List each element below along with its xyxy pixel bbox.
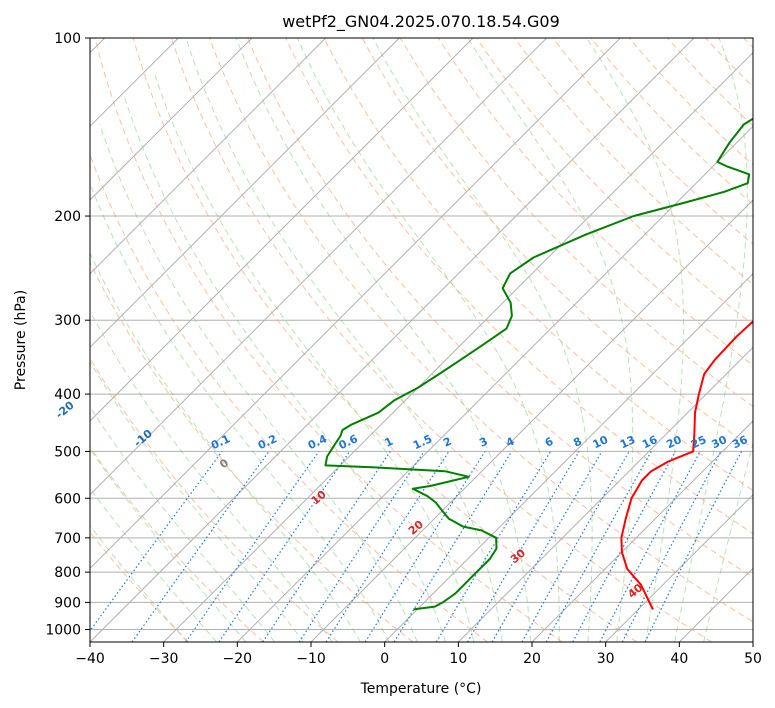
- dry-adiabat-line: [90, 153, 488, 642]
- plot-frame: [89, 37, 754, 643]
- mixing-ratio-label: 10: [591, 433, 611, 451]
- dry-adiabat-line: [170, 38, 712, 642]
- mixing-ratio-line: [185, 451, 320, 642]
- mixing-ratio-line: [393, 451, 513, 642]
- mixing-ratio-line: [621, 451, 722, 642]
- dry-adiabat-line: [90, 446, 264, 642]
- profile-line: [324, 117, 753, 611]
- mixing-ratio-line: [644, 451, 743, 642]
- profile-series: [324, 117, 753, 611]
- x-tick-label: 40: [670, 651, 688, 667]
- chart-title: wetPf2_GN04.2025.070.18.54.G09: [282, 12, 560, 32]
- x-tick-label: 50: [744, 651, 762, 667]
- x-tick-label: −30: [149, 651, 179, 667]
- dry-adiabat-line: [476, 38, 753, 326]
- y-axis-label: Pressure (hPa): [13, 290, 29, 390]
- isotherm-line: [90, 38, 621, 570]
- x-axis-label: Temperature (°C): [360, 681, 482, 697]
- isotherm-line: [90, 38, 253, 201]
- dry-adiabat-line: [285, 38, 753, 535]
- dry-adiabat-line: [628, 38, 753, 166]
- isotherm-line: [457, 346, 753, 642]
- mixing-ratio-line: [572, 451, 677, 642]
- isotherm-line: [236, 125, 753, 642]
- mixing-ratio-line: [131, 451, 270, 642]
- isotherm-line: [531, 420, 753, 642]
- moist-adiabat-line: [90, 310, 333, 642]
- moist-adiabat-line: [586, 38, 684, 642]
- isotherm-line: [163, 51, 753, 642]
- y-tick-label: 900: [54, 595, 81, 611]
- mixing-ratio-lines: [90, 451, 743, 642]
- isotherm-line: [384, 272, 753, 642]
- dry-adiabat-line: [590, 38, 753, 206]
- isotherm-line: [90, 38, 474, 422]
- mixing-ratio-line: [545, 451, 652, 642]
- moist-adiabat-line: [674, 38, 748, 642]
- y-tick-label: 1000: [45, 622, 81, 638]
- y-tick-label: 100: [54, 31, 81, 47]
- moist-adiabat-line: [99, 124, 418, 642]
- mixing-ratio-line: [325, 451, 450, 642]
- y-tick-label: 500: [54, 444, 81, 460]
- x-tick-label: −40: [75, 651, 105, 667]
- moist-adiabat-line: [123, 95, 447, 642]
- dry-adiabat-line: [437, 38, 753, 366]
- y-tick-label: 300: [54, 313, 81, 329]
- moist-adiabat-line: [90, 360, 304, 642]
- mixing-ratio-label: 13: [618, 433, 637, 451]
- x-axis-ticks: −40 −30 −20 −10 0 10 20 30 40 50: [75, 642, 762, 667]
- moist-adiabat-line: [372, 38, 593, 642]
- dry-adiabat-line: [361, 38, 753, 449]
- isotherm-line: [310, 199, 753, 642]
- moist-adiabat-line: [154, 73, 475, 642]
- dry-adiabat-line: [94, 38, 563, 642]
- profile-line: [620, 320, 753, 610]
- moist-adiabat-line: [703, 440, 753, 642]
- moist-adiabat-line: [185, 38, 503, 642]
- mixing-ratio-line: [521, 451, 630, 642]
- dry-adiabat-line: [90, 261, 414, 642]
- isotherm-line: [90, 38, 548, 496]
- y-tick-label: 700: [54, 531, 81, 547]
- moist-adiabat-line: [90, 182, 390, 642]
- moist-adiabat-line: [90, 448, 247, 642]
- x-tick-label: 10: [449, 651, 467, 667]
- mixing-ratio-line: [90, 451, 223, 632]
- skewed-isotherms: [90, 38, 753, 642]
- x-tick-label: 30: [597, 651, 615, 667]
- x-tick-label: −20: [223, 651, 253, 667]
- mixing-ratio-line: [262, 451, 391, 642]
- dry-adiabat-line: [552, 38, 753, 245]
- mixing-ratio-label: 16: [640, 433, 660, 451]
- x-tick-label: −10: [296, 651, 326, 667]
- isobar-grid: [90, 38, 753, 630]
- mixing-ratio-label: 36: [730, 433, 750, 451]
- mixing-ratio-label: 20: [664, 433, 684, 451]
- x-tick-label: 0: [380, 651, 389, 667]
- isotherm-line: [90, 38, 327, 275]
- y-axis-ticks: 100 200 300 400 500 600 700 800 900 1000: [45, 31, 90, 638]
- y-tick-label: 600: [54, 491, 81, 507]
- moist-adiabat-line: [90, 252, 362, 642]
- y-tick-label: 800: [54, 565, 81, 581]
- mixing-ratio-label: 25: [689, 433, 708, 451]
- dry-adiabats: [90, 38, 753, 642]
- y-tick-label: 200: [54, 209, 81, 225]
- x-tick-label: 20: [523, 651, 541, 667]
- isotherm-line: [90, 38, 695, 642]
- mixing-ratio-line: [298, 451, 425, 642]
- mixing-ratio-line: [218, 451, 351, 642]
- moist-adiabat-line: [90, 406, 276, 642]
- mixing-ratio-label: 30: [710, 433, 730, 451]
- dry-adiabat-line: [247, 38, 753, 578]
- dry-adiabat-line: [399, 38, 753, 408]
- isotherm-line: [90, 38, 400, 349]
- isotherm-line: [605, 493, 753, 642]
- y-tick-label: 400: [54, 387, 81, 403]
